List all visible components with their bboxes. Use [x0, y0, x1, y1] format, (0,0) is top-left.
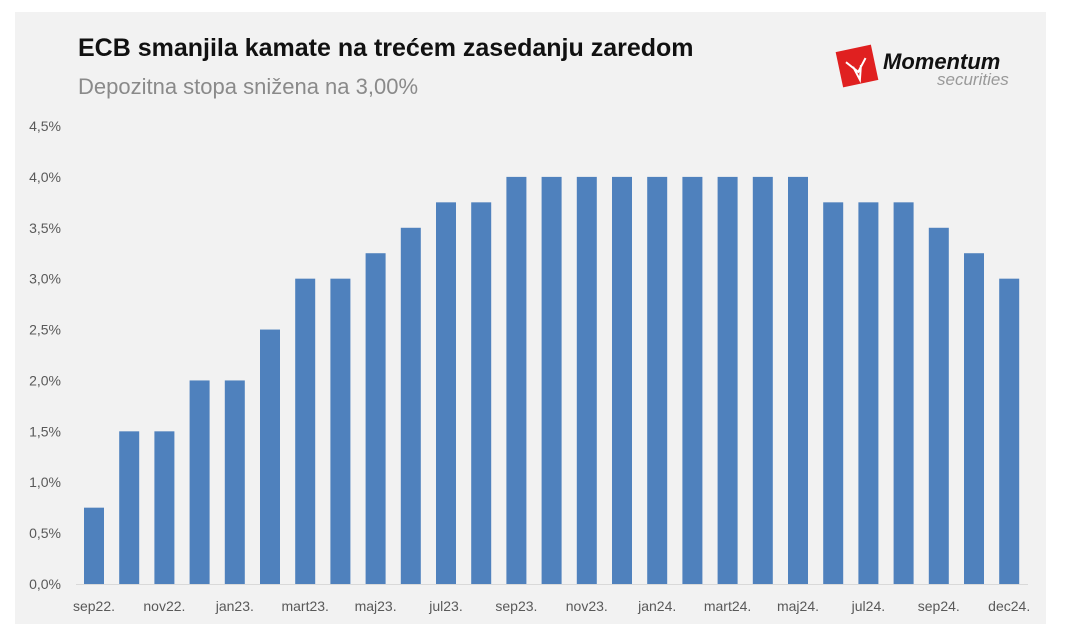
bar [189, 380, 210, 584]
y-tick-label: 3,0% [29, 271, 61, 287]
y-tick-label: 2,5% [29, 322, 61, 338]
bar [999, 278, 1020, 584]
x-tick-label: mart24. [704, 598, 751, 614]
bar [260, 329, 280, 584]
y-tick-label: 1,5% [29, 423, 61, 439]
chart-title: ECB smanjila kamate na trećem zasedanju … [78, 34, 694, 62]
x-tick-label: dec24. [988, 598, 1030, 614]
bar [224, 380, 245, 584]
x-tick-label: sep24. [918, 598, 960, 614]
momentum-securities-logo: Momentum securities [835, 42, 1035, 97]
bar [928, 227, 949, 584]
y-tick-label: 0,5% [29, 525, 61, 541]
bar [436, 202, 456, 585]
chart-subtitle: Depozitna stopa snižena na 3,00% [78, 74, 419, 99]
bar [330, 278, 351, 584]
y-tick-label: 4,0% [29, 169, 61, 185]
x-tick-label: maj24. [777, 598, 819, 614]
x-tick-label: jan24. [637, 598, 676, 614]
bar [788, 176, 808, 584]
x-tick-label: maj23. [355, 598, 397, 614]
logo-sub: securities [937, 70, 1009, 89]
y-tick-label: 1,0% [29, 474, 61, 490]
y-tick-label: 0,0% [29, 576, 61, 592]
x-tick-label: nov22. [143, 598, 185, 614]
y-tick-label: 4,5% [29, 118, 61, 134]
bar [752, 176, 773, 584]
bar [893, 202, 914, 585]
bar [682, 176, 703, 584]
bar [541, 176, 562, 584]
bar [295, 278, 316, 584]
bar [365, 253, 386, 584]
bar [119, 431, 140, 584]
bar [964, 253, 984, 584]
bar [471, 202, 492, 585]
x-tick-label: jul24. [851, 598, 885, 614]
bar [506, 176, 527, 584]
y-tick-label: 3,5% [29, 220, 61, 236]
bar [823, 202, 844, 585]
bar [576, 176, 597, 584]
x-tick-label: jan23. [215, 598, 254, 614]
bar [612, 176, 632, 584]
bar [858, 202, 879, 585]
bar [84, 507, 104, 584]
bar [717, 176, 738, 584]
bar [400, 227, 421, 584]
bar [647, 176, 668, 584]
x-tick-label: sep22. [73, 598, 115, 614]
x-tick-label: mart23. [281, 598, 328, 614]
x-tick-label: jul23. [428, 598, 462, 614]
y-tick-label: 2,0% [29, 372, 61, 388]
x-tick-label: nov23. [566, 598, 608, 614]
logo-name: Momentum [883, 49, 1000, 74]
x-tick-label: sep23. [495, 598, 537, 614]
bar [154, 431, 175, 584]
